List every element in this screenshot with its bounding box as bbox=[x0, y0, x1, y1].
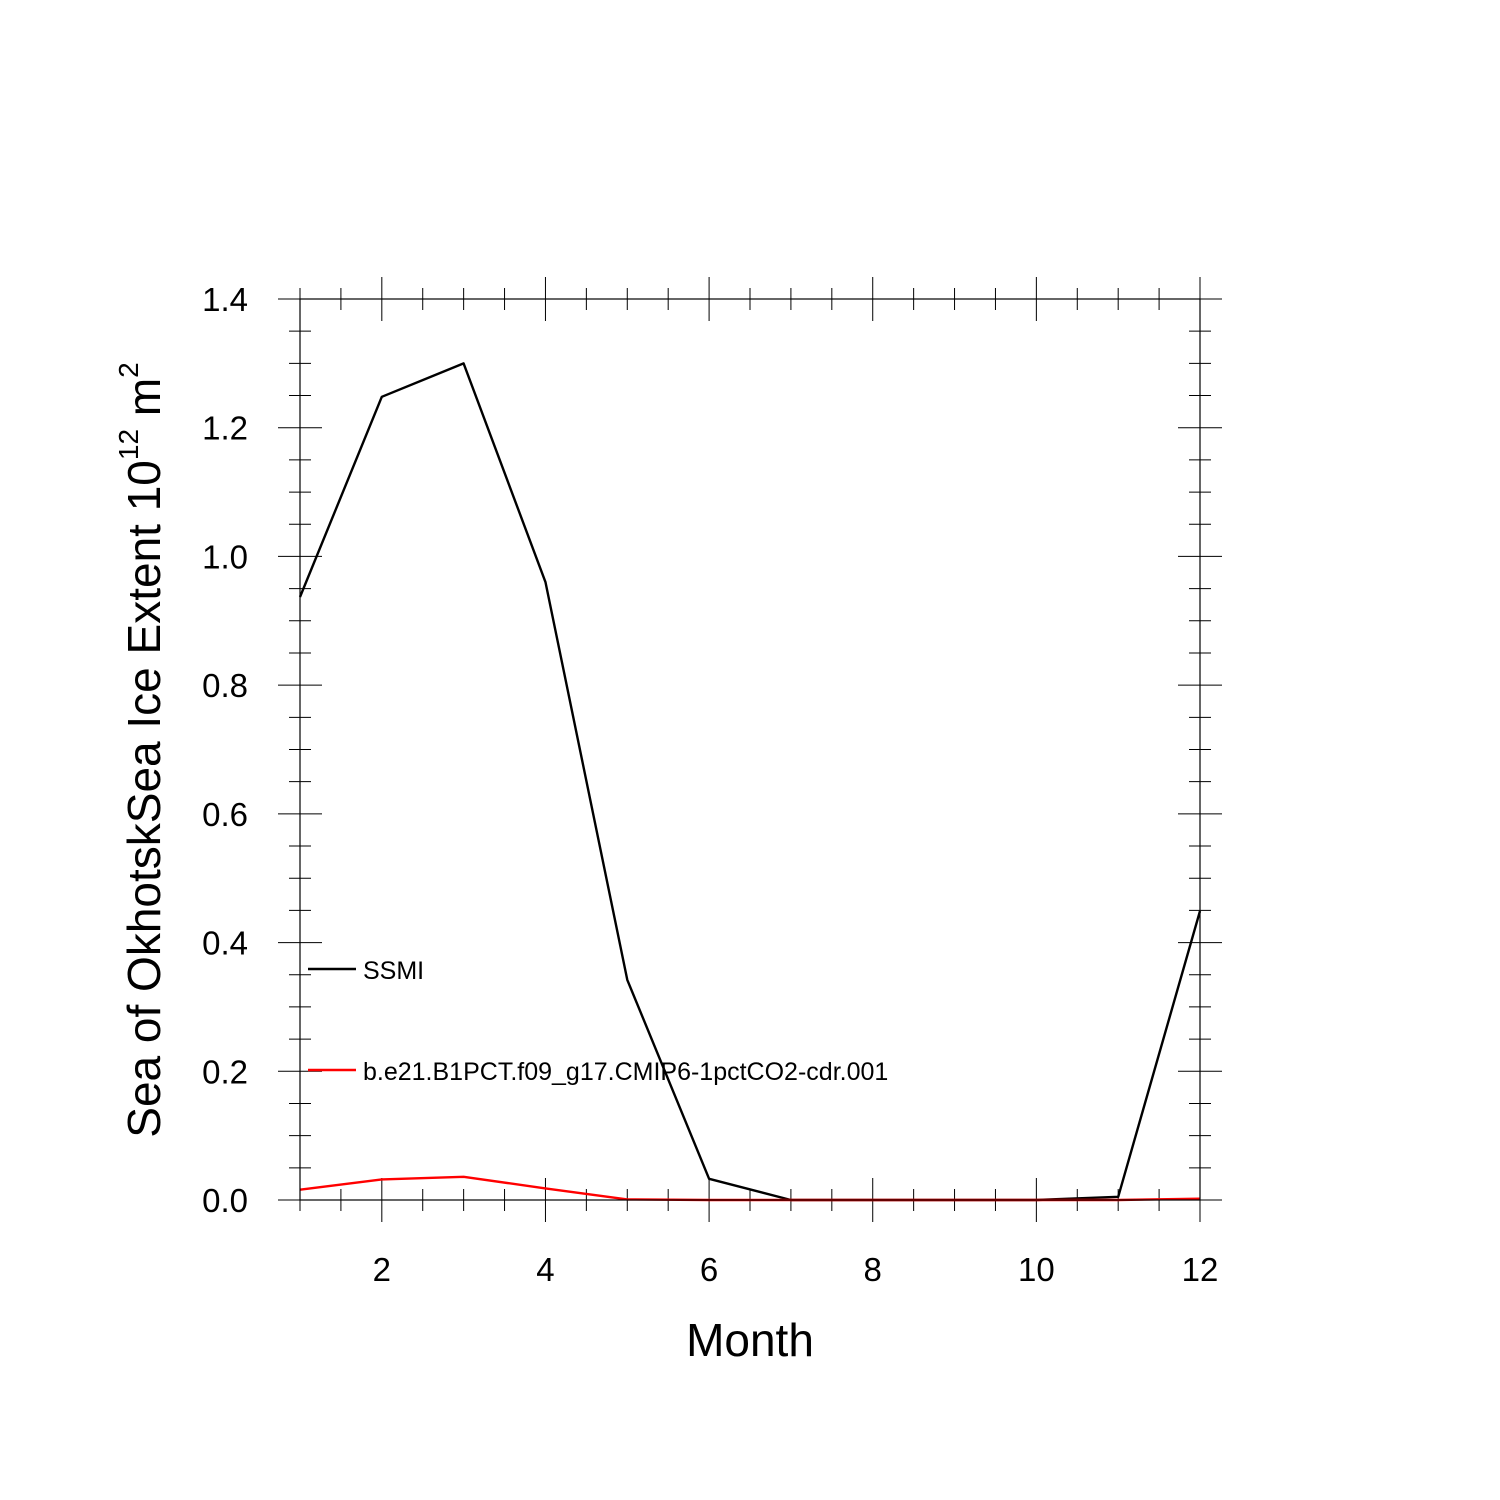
x-tick-label: 8 bbox=[864, 1251, 882, 1288]
y-tick-label: 0.4 bbox=[202, 925, 248, 962]
x-tick-label: 2 bbox=[373, 1251, 391, 1288]
y-axis-title-unit: m bbox=[118, 378, 170, 429]
legend: SSMI b.e21.B1PCT.f09_g17.CMIP6-1pctCO2-c… bbox=[308, 957, 888, 1086]
x-tick-label: 10 bbox=[1018, 1251, 1055, 1288]
y-tick-label: 0.8 bbox=[202, 667, 248, 704]
x-tick-label: 4 bbox=[536, 1251, 554, 1288]
x-tick-labels: 2 4 6 8 10 12 bbox=[373, 1251, 1219, 1288]
y-axis-title-text: Sea of OkhotskSea Ice Extent 10 bbox=[118, 460, 170, 1138]
x-tick-label: 12 bbox=[1182, 1251, 1219, 1288]
y-axis-title: Sea of OkhotskSea Ice Extent 1012 m2 bbox=[113, 362, 170, 1137]
y-tick-label: 1.2 bbox=[202, 410, 248, 447]
y-tick-label: 0.6 bbox=[202, 796, 248, 833]
y-tick-label: 1.0 bbox=[202, 538, 248, 575]
y-tick-label: 0.2 bbox=[202, 1053, 248, 1090]
y-tick-label: 0.0 bbox=[202, 1182, 248, 1219]
y-axis-title-unit-exponent: 2 bbox=[113, 362, 144, 378]
legend-label-ssmi: SSMI bbox=[363, 957, 424, 985]
y-tick-labels: 0.0 0.2 0.4 0.6 0.8 1.0 1.2 1.4 bbox=[202, 281, 248, 1219]
x-axis-title: Month bbox=[686, 1314, 814, 1366]
plot-frame bbox=[299, 298, 1201, 1201]
y-axis-title-exponent: 12 bbox=[113, 429, 144, 460]
y-tick-label: 1.4 bbox=[202, 281, 248, 318]
x-tick-label: 6 bbox=[700, 1251, 718, 1288]
legend-label-model: b.e21.B1PCT.f09_g17.CMIP6-1pctCO2-cdr.00… bbox=[363, 1058, 888, 1086]
